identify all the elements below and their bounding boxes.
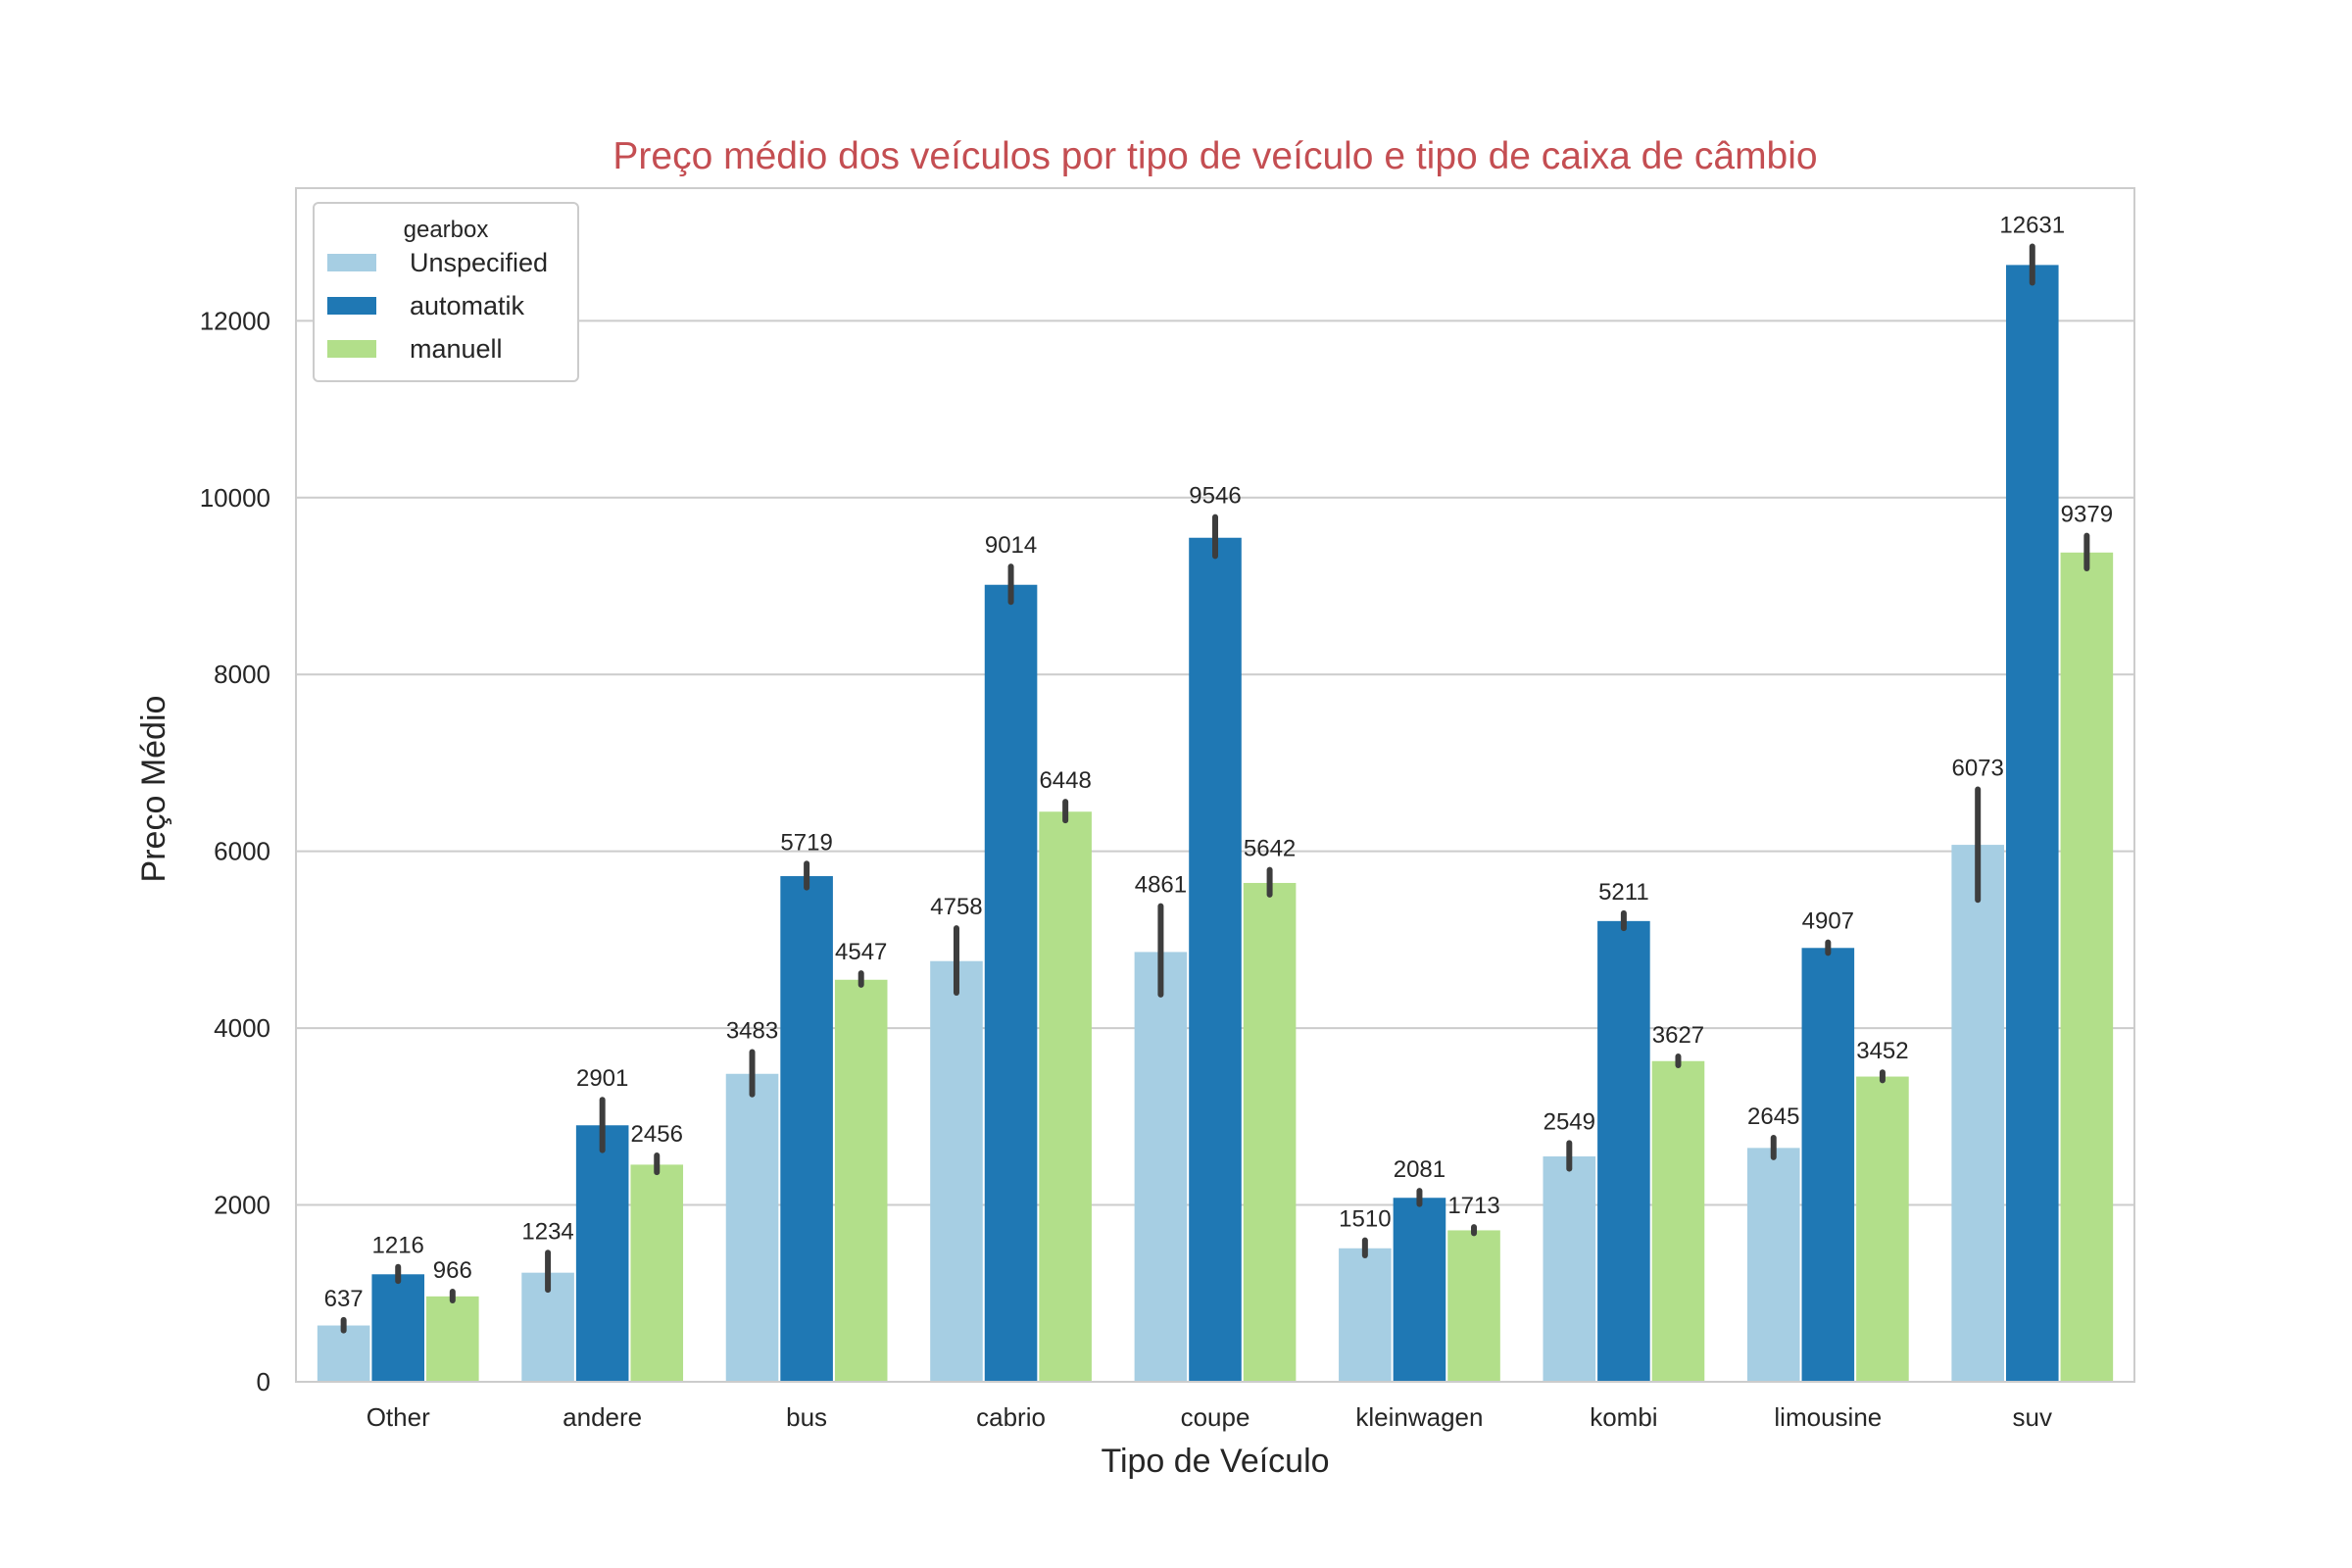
bar-manuell-kleinwagen <box>1447 1230 1500 1382</box>
bar-Unspecified-kleinwagen <box>1339 1248 1392 1382</box>
bar-Unspecified-bus <box>725 1073 779 1382</box>
value-label: 9014 <box>985 532 1037 559</box>
bar-automatik-kleinwagen <box>1393 1198 1446 1382</box>
value-label: 5719 <box>780 829 832 856</box>
bar-Unspecified-coupe <box>1134 952 1188 1382</box>
legend: gearbox Unspecified automatik manuell <box>313 202 579 382</box>
value-label: 5642 <box>1244 836 1296 862</box>
value-label: 2456 <box>631 1121 683 1148</box>
legend-label: manuell <box>410 334 503 364</box>
value-label: 6073 <box>1951 756 2003 782</box>
bar-manuell-bus <box>834 979 888 1382</box>
x-tick-label: limousine <box>1774 1402 1882 1432</box>
value-label: 5211 <box>1598 879 1649 906</box>
value-label: 4861 <box>1135 872 1187 899</box>
value-label: 1234 <box>521 1218 573 1245</box>
plot-frame <box>295 187 2135 1383</box>
value-label: 2549 <box>1544 1108 1595 1135</box>
y-tick-label: 8000 <box>214 660 270 689</box>
bar-automatik-cabrio <box>984 584 1038 1382</box>
bar-automatik-Other <box>371 1274 425 1382</box>
bar-manuell-coupe <box>1243 882 1297 1382</box>
bar-manuell-kombi <box>1651 1060 1705 1382</box>
bar-automatik-suv <box>2005 265 2059 1383</box>
x-tick-label: coupe <box>1181 1402 1250 1432</box>
legend-swatch <box>327 297 376 315</box>
x-tick-label: Other <box>367 1402 430 1432</box>
value-label: 2645 <box>1747 1103 1799 1130</box>
value-label: 1713 <box>1447 1193 1499 1219</box>
x-axis-ticks: Other andere bus cabrio coupe kleinwagen kombi… <box>367 1402 2052 1432</box>
data-labels: 637 1234 3483 4758 4861 1510 2549 2645 6073 1216 2… <box>324 213 2113 1312</box>
x-tick-label: suv <box>2013 1402 2052 1432</box>
legend-title: gearbox <box>404 217 489 243</box>
x-tick-label: cabrio <box>976 1402 1046 1432</box>
x-tick-label: bus <box>786 1402 827 1432</box>
bar-Unspecified-Other <box>317 1325 370 1382</box>
value-label: 12631 <box>1999 213 2065 239</box>
bar-automatik-limousine <box>1801 948 1855 1382</box>
bar-Unspecified-suv <box>1951 845 2004 1382</box>
error-bars <box>340 243 2090 1334</box>
legend-swatch <box>327 340 376 358</box>
value-label: 3483 <box>726 1017 778 1044</box>
value-label: 1510 <box>1339 1206 1391 1233</box>
y-axis-ticks: 0 2000 4000 6000 8000 10000 12000 <box>200 306 270 1396</box>
bar-manuell-suv <box>2060 552 2114 1382</box>
bar-Unspecified-cabrio <box>930 960 983 1382</box>
value-label: 4907 <box>1802 908 1854 935</box>
y-tick-label: 0 <box>257 1367 270 1396</box>
value-label: 9546 <box>1189 483 1241 510</box>
bars <box>317 265 2114 1383</box>
value-label: 9379 <box>2061 502 2113 528</box>
x-tick-label: kombi <box>1590 1402 1657 1432</box>
y-tick-label: 2000 <box>214 1191 270 1220</box>
value-label: 1216 <box>372 1233 424 1259</box>
bar-manuell-Other <box>426 1296 479 1382</box>
legend-label: Unspecified <box>410 248 548 277</box>
bar-automatik-coupe <box>1189 537 1242 1382</box>
value-label: 3627 <box>1652 1022 1704 1049</box>
value-label: 4758 <box>930 894 982 920</box>
chart-title: Preço médio dos veículos por tipo de veí… <box>612 135 1817 177</box>
value-label: 966 <box>433 1257 472 1284</box>
x-tick-label: kleinwagen <box>1355 1402 1483 1432</box>
y-tick-label: 10000 <box>200 483 270 513</box>
y-axis-title: Preço Médio <box>135 696 172 883</box>
x-tick-label: andere <box>563 1402 642 1432</box>
bar-automatik-kombi <box>1597 920 1650 1382</box>
y-tick-label: 6000 <box>214 837 270 866</box>
bar-manuell-cabrio <box>1039 811 1092 1382</box>
legend-swatch <box>327 254 376 271</box>
x-axis-title: Tipo de Veículo <box>1101 1443 1329 1480</box>
bar-automatik-andere <box>575 1125 629 1382</box>
y-tick-label: 12000 <box>200 306 270 335</box>
value-label: 2081 <box>1394 1156 1446 1183</box>
value-label: 3452 <box>1856 1038 1908 1064</box>
value-label: 2901 <box>576 1065 628 1092</box>
legend-label: automatik <box>410 291 525 320</box>
bar-manuell-andere <box>630 1164 684 1382</box>
bar-Unspecified-limousine <box>1746 1148 1800 1382</box>
value-label: 637 <box>324 1286 364 1312</box>
legend-box <box>313 202 579 382</box>
value-label: 4547 <box>835 939 887 965</box>
bar-automatik-bus <box>780 876 833 1382</box>
y-tick-label: 4000 <box>214 1013 270 1043</box>
bar-manuell-limousine <box>1856 1076 1909 1382</box>
value-label: 6448 <box>1039 767 1091 794</box>
bar-Unspecified-kombi <box>1543 1156 1596 1382</box>
